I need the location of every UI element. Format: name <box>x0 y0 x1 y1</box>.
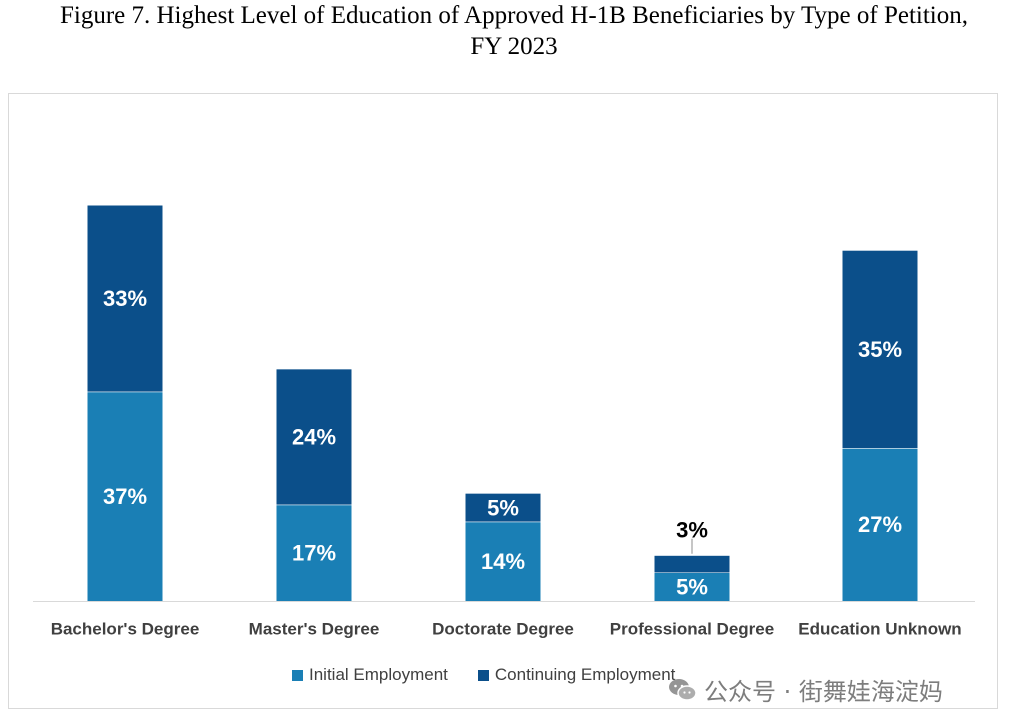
data-label-education-unknown-continuing-employment: 35% <box>858 337 902 362</box>
legend-item-initial-employment: Initial Employment <box>292 665 448 685</box>
chart-frame <box>8 93 998 709</box>
bar-professional-degree-continuing-employment <box>654 555 730 573</box>
bar-education-unknown-continuing-employment <box>842 250 918 449</box>
legend-swatch-initial-employment <box>292 669 303 681</box>
bar-group: 37% 33% 17% 24% 14% 5% 5% 3% 27% 35% <box>87 205 918 601</box>
bar-doctorate-degree-initial-employment <box>465 521 541 601</box>
data-label-bachelor-s-degree-continuing-employment: 33% <box>103 286 147 311</box>
data-label-education-unknown-initial-employment: 27% <box>858 512 902 537</box>
x-tick-labels: Bachelor's Degree Master's Degree Doctorat… <box>51 620 962 639</box>
bar-bachelor-s-degree-continuing-employment <box>87 205 163 392</box>
bar-doctorate-degree-continuing-employment <box>465 493 541 522</box>
data-label-bachelor-s-degree-initial-employment: 37% <box>103 484 147 509</box>
legend-label-continuing-employment: Continuing Employment <box>494 665 676 684</box>
bar-bachelor-s-degree-initial-employment <box>87 391 163 601</box>
legend-swatch-continuing-employment <box>477 669 489 681</box>
legend-item-continuing-employment: Continuing Employment <box>477 665 676 685</box>
data-label-professional-degree-initial-employment: 5% <box>676 574 708 599</box>
watermark-text: 公众号 · 街舞娃海淀妈 <box>704 678 943 706</box>
data-label-master-s-degree-continuing-employment: 24% <box>292 425 336 450</box>
bar-professional-degree-initial-employment <box>654 572 730 601</box>
wechat-icon <box>669 678 697 701</box>
legend-label-initial-employment: Initial Employment <box>309 665 448 684</box>
x-tick-label-doctorate-degree: Doctorate Degree <box>432 620 574 639</box>
data-label-professional-degree-continuing-employment: 3% <box>676 517 708 542</box>
watermark: 公众号 · 街舞娃海淀妈 <box>668 672 943 707</box>
data-label-doctorate-degree-continuing-employment: 5% <box>487 495 519 520</box>
bar-education-unknown-initial-employment <box>842 448 918 601</box>
chart-title-line-1: Figure 7. Highest Level of Education of … <box>59 2 968 29</box>
legend: Initial Employment Continuing Employment <box>292 664 705 686</box>
x-tick-label-bachelor-s-degree: Bachelor's Degree <box>51 620 200 639</box>
chart-title: Figure 7. Highest Level of Education of … <box>0 0 1028 62</box>
bar-master-s-degree-continuing-employment <box>276 369 352 505</box>
x-tick-label-education-unknown: Education Unknown <box>798 620 961 639</box>
bar-master-s-degree-initial-employment <box>276 504 352 601</box>
data-label-doctorate-degree-initial-employment: 14% <box>481 549 525 574</box>
x-tick-label-master-s-degree: Master's Degree <box>249 620 380 639</box>
data-label-master-s-degree-initial-employment: 17% <box>292 540 336 565</box>
chart-title-line-2: FY 2023 <box>470 33 558 60</box>
x-tick-label-professional-degree: Professional Degree <box>610 620 774 639</box>
